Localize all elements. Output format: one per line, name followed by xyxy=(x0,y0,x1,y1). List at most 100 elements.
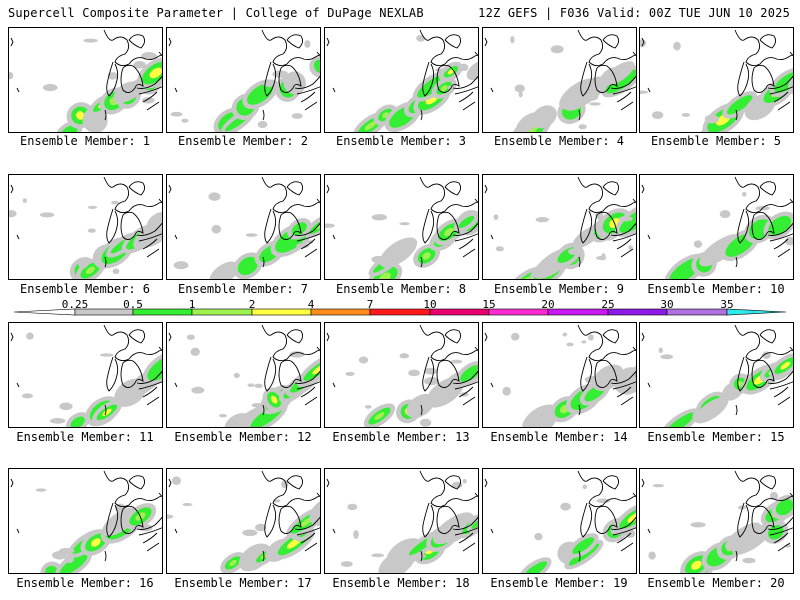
scp-contour-high xyxy=(737,380,744,387)
ensemble-member-label: Ensemble Member: 17 xyxy=(174,576,312,590)
scp-fill-layer xyxy=(518,484,636,573)
scp-contour-gray xyxy=(291,113,303,119)
scp-contour-gray xyxy=(412,553,426,559)
scp-contour-gray xyxy=(713,402,725,407)
scp-contour-gray xyxy=(435,68,448,72)
scp-contour-gray xyxy=(211,224,222,234)
map-canvas xyxy=(484,29,636,132)
scp-contour-gray xyxy=(784,543,792,548)
legend-swatch xyxy=(429,308,490,316)
legend-tick-label: 0.25 xyxy=(61,298,89,311)
map-canvas xyxy=(641,470,793,573)
scp-contour-gray xyxy=(371,214,388,221)
boundary-lines xyxy=(326,37,478,121)
scp-contour-gray xyxy=(257,120,268,129)
map-canvas xyxy=(9,29,162,132)
ensemble-member-label: Ensemble Member: 18 xyxy=(332,576,470,590)
ensemble-member-label: Ensemble Member: 10 xyxy=(647,282,785,296)
map-canvas xyxy=(326,470,478,573)
scp-contour-gray xyxy=(618,216,633,222)
scp-fill-layer xyxy=(170,40,320,132)
scp-contour-green xyxy=(767,525,784,540)
scp-contour-gray xyxy=(140,52,157,61)
great-lakes-outline xyxy=(419,29,478,111)
ensemble-member-label: Ensemble Member: 3 xyxy=(335,134,467,148)
scp-contour-gray xyxy=(9,72,14,80)
legend-swatch xyxy=(488,308,549,316)
scp-contour-gray xyxy=(526,405,558,427)
scp-contour-high xyxy=(364,121,377,131)
ensemble-member-label: Ensemble Member: 20 xyxy=(647,576,785,590)
ensemble-member-map xyxy=(324,27,479,133)
great-lakes-outline xyxy=(261,470,320,552)
scp-contour-gray xyxy=(769,491,779,501)
scp-contour-gray xyxy=(408,369,420,377)
scp-contour-green xyxy=(665,412,696,427)
scp-contour-green xyxy=(237,256,259,275)
scp-contour-gray xyxy=(466,59,478,81)
ensemble-member-label: Ensemble Member: 5 xyxy=(650,134,782,148)
ensemble-member-label: Ensemble Member: 2 xyxy=(177,134,309,148)
ensemble-member-map xyxy=(482,468,637,574)
boundary-lines xyxy=(326,184,478,268)
scp-contour-gray xyxy=(251,402,263,408)
scp-contour-gray xyxy=(272,70,289,78)
boundary-lines xyxy=(326,332,478,416)
great-lakes-outline xyxy=(577,29,636,111)
boundary-lines xyxy=(484,478,636,562)
scp-contour-green xyxy=(44,565,60,573)
ensemble-member-label: Ensemble Member: 8 xyxy=(335,282,467,296)
ensemble-member-map xyxy=(482,322,637,428)
legend-tick-label: 2 xyxy=(248,298,256,311)
legend-tick-label: 15 xyxy=(482,298,496,311)
ensemble-member-map xyxy=(324,468,479,574)
scp-contour-gray xyxy=(416,35,426,42)
ensemble-member-label: Ensemble Member: 16 xyxy=(16,576,154,590)
legend-swatch xyxy=(191,308,253,316)
scp-contour-gray xyxy=(186,334,195,340)
scp-contour-gray xyxy=(660,354,674,360)
ensemble-member-map xyxy=(324,174,479,280)
ensemble-member-label: Ensemble Member: 15 xyxy=(647,430,785,444)
map-canvas xyxy=(641,176,793,279)
map-canvas xyxy=(168,29,320,132)
legend-swatch xyxy=(251,308,312,316)
scp-contour-gray xyxy=(146,211,162,237)
scp-contour-gray xyxy=(296,242,310,249)
scp-contour-gray xyxy=(83,38,98,43)
legend-tick-label: 20 xyxy=(541,298,555,311)
ensemble-member-map xyxy=(8,174,163,280)
legend-tick-label: 10 xyxy=(423,298,437,311)
scp-contour-green xyxy=(572,537,595,554)
scp-contour-gray xyxy=(21,393,34,399)
scp-contour-gray xyxy=(566,342,574,347)
scp-contour-gray xyxy=(493,214,499,221)
legend-tick-label: 30 xyxy=(660,298,674,311)
boundary-lines xyxy=(641,184,793,268)
map-canvas xyxy=(10,470,162,573)
great-lakes-outline xyxy=(577,176,636,258)
scp-contour-gray xyxy=(673,41,681,51)
scp-contour-gray xyxy=(35,488,47,492)
map-canvas xyxy=(640,29,793,132)
scp-contour-gray xyxy=(732,523,773,555)
ensemble-member-map xyxy=(166,468,321,574)
scp-contour-high xyxy=(374,412,385,420)
run-info: 12Z GEFS | F036 Valid: 00Z TUE JUN 10 20… xyxy=(478,6,790,20)
map-canvas xyxy=(9,176,162,279)
scp-contour-gray xyxy=(139,524,153,532)
scp-contour-gray xyxy=(64,554,75,564)
scp-contour-gray xyxy=(587,92,599,101)
scp-contour-gray xyxy=(133,60,146,69)
map-canvas xyxy=(484,324,636,427)
scp-contour-gray xyxy=(510,35,515,44)
boundary-lines xyxy=(641,332,793,416)
ensemble-member-label: Ensemble Member: 4 xyxy=(493,134,625,148)
scp-contour-gray xyxy=(254,383,263,389)
scp-contour-gray xyxy=(167,514,174,519)
scp-contour-gray xyxy=(49,417,66,424)
legend-tick-label: 1 xyxy=(188,298,196,311)
legend-tick-label: 7 xyxy=(366,298,374,311)
scp-contour-gray xyxy=(325,223,335,228)
boundary-lines xyxy=(168,478,320,562)
